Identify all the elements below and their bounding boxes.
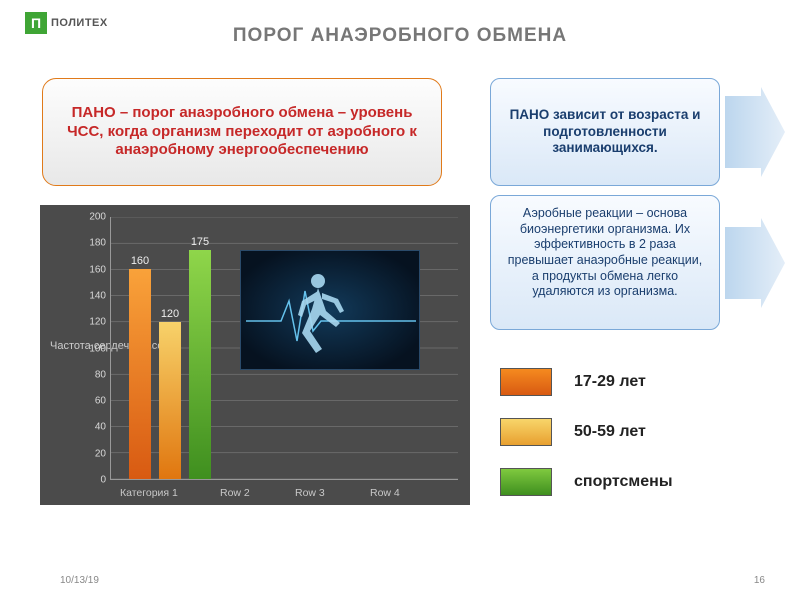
legend-label: спортсмены <box>574 473 672 491</box>
legend-label: 50-59 лет <box>574 423 646 441</box>
legend-item: 17-29 лет <box>500 368 646 396</box>
page-title: ПОРОГ АНАЭРОБНОГО ОБМЕНА <box>0 25 800 47</box>
footer-page: 16 <box>754 575 765 586</box>
info-box-1: ПАНО зависит от возраста и подготовленно… <box>490 78 720 186</box>
legend-swatch <box>500 418 552 446</box>
legend-swatch <box>500 468 552 496</box>
footer-date: 10/13/19 <box>60 575 99 586</box>
runner-image <box>240 250 420 370</box>
legend-swatch <box>500 368 552 396</box>
info-box-2: Аэробные реакции – основа биоэнергетики … <box>490 195 720 330</box>
definition-box: ПАНО – порог анаэробного обмена – уровен… <box>42 78 442 186</box>
arrow-icon <box>725 218 785 308</box>
arrow-icon <box>725 87 785 177</box>
bar <box>129 269 151 479</box>
bar <box>159 322 181 479</box>
legend-label: 17-29 лет <box>574 373 646 391</box>
legend-item: 50-59 лет <box>500 418 646 446</box>
legend-item: спортсмены <box>500 468 672 496</box>
bar <box>189 250 211 479</box>
